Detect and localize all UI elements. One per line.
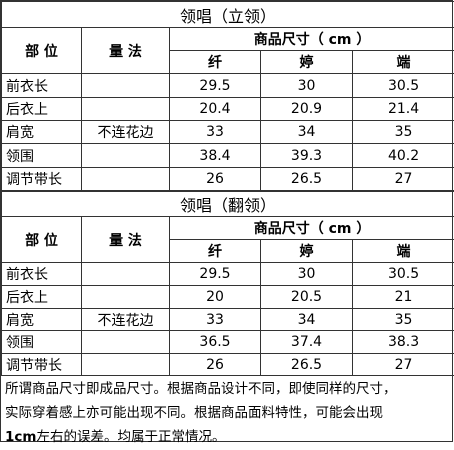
size-value: 30.5 xyxy=(353,263,454,286)
section-title: 领唱（立领） xyxy=(2,2,454,28)
title-row: 领唱（翻领） xyxy=(2,192,454,217)
size-value: 20.4 xyxy=(170,98,261,121)
size-value: 26.5 xyxy=(261,168,353,191)
size-value: 30 xyxy=(261,74,353,98)
size-value: 20.5 xyxy=(261,286,353,309)
size-value: 40.2 xyxy=(353,144,454,168)
size-value: 21.4 xyxy=(353,98,454,121)
size-value: 33 xyxy=(170,309,261,331)
size-value: 26 xyxy=(170,168,261,191)
size-value: 39.3 xyxy=(261,144,353,168)
part: 调节带长 xyxy=(2,354,82,376)
size-name: 纤 xyxy=(170,51,261,74)
size-name: 端 xyxy=(353,51,454,74)
size-value: 35 xyxy=(353,309,454,331)
size-value: 34 xyxy=(261,309,353,331)
header-size: 商品尺寸（ cm ） xyxy=(170,28,454,51)
part: 调节带长 xyxy=(2,168,82,191)
note-line: 1cm左右的误差。均属于正常情况。 xyxy=(5,425,448,449)
size-value: 35 xyxy=(353,121,454,144)
method-empty xyxy=(82,98,170,121)
size-value: 38.4 xyxy=(170,144,261,168)
part: 后衣上 xyxy=(2,286,82,309)
note-tail: 左右的误差。均属于正常情况。 xyxy=(36,429,225,445)
part: 领围 xyxy=(2,331,82,354)
method-empty xyxy=(82,263,170,286)
header-size: 商品尺寸（ cm ） xyxy=(170,217,454,240)
method-empty xyxy=(82,331,170,354)
section-title: 领唱（翻领） xyxy=(2,192,454,217)
size-value: 34 xyxy=(261,121,353,144)
note-line: 所谓商品尺寸即成品尺寸。根据商品设计不同，即使同样的尺寸， xyxy=(5,377,448,401)
header-row: 部 位量 法商品尺寸（ cm ） xyxy=(2,217,454,240)
size-name: 纤 xyxy=(170,240,261,263)
part: 前衣长 xyxy=(2,74,82,98)
note: 所谓商品尺寸即成品尺寸。根据商品设计不同，即使同样的尺寸， 实际穿着感上亦可能出… xyxy=(1,376,452,450)
size-value: 29.5 xyxy=(170,74,261,98)
size-value: 26 xyxy=(170,354,261,376)
size-value: 20 xyxy=(170,286,261,309)
part: 领围 xyxy=(2,144,82,168)
header-part: 部 位 xyxy=(2,28,82,74)
part: 后衣上 xyxy=(2,98,82,121)
method-empty xyxy=(82,354,170,376)
size-value: 30 xyxy=(261,263,353,286)
method: 不连花边 xyxy=(82,121,170,144)
method-empty xyxy=(82,168,170,191)
part: 肩宽 xyxy=(2,309,82,331)
size-value: 21 xyxy=(353,286,454,309)
part: 肩宽 xyxy=(2,121,82,144)
note-bold: 1cm xyxy=(5,429,36,445)
method: 不连花边 xyxy=(82,309,170,331)
size-value: 38.3 xyxy=(353,331,454,354)
size-value: 26.5 xyxy=(261,354,353,376)
header-row: 部 位量 法商品尺寸（ cm ） xyxy=(2,28,454,51)
header-method: 量 法 xyxy=(82,217,170,263)
header-part: 部 位 xyxy=(2,217,82,263)
size-value: 37.4 xyxy=(261,331,353,354)
size-name: 端 xyxy=(353,240,454,263)
method-empty xyxy=(82,144,170,168)
size-name: 婷 xyxy=(261,51,353,74)
size-value: 36.5 xyxy=(170,331,261,354)
method-empty xyxy=(82,286,170,309)
size-name: 婷 xyxy=(261,240,353,263)
size-value: 20.9 xyxy=(261,98,353,121)
note-line: 实际穿着感上亦可能出现不同。根据商品面料特性，可能会出现 xyxy=(5,401,448,425)
part: 前衣长 xyxy=(2,263,82,286)
size-value: 33 xyxy=(170,121,261,144)
size-value: 27 xyxy=(353,168,454,191)
size-value: 29.5 xyxy=(170,263,261,286)
size-value: 30.5 xyxy=(353,74,454,98)
method-empty xyxy=(82,74,170,98)
header-method: 量 法 xyxy=(82,28,170,74)
size-value: 27 xyxy=(353,354,454,376)
title-row: 领唱（立领） xyxy=(2,2,454,28)
